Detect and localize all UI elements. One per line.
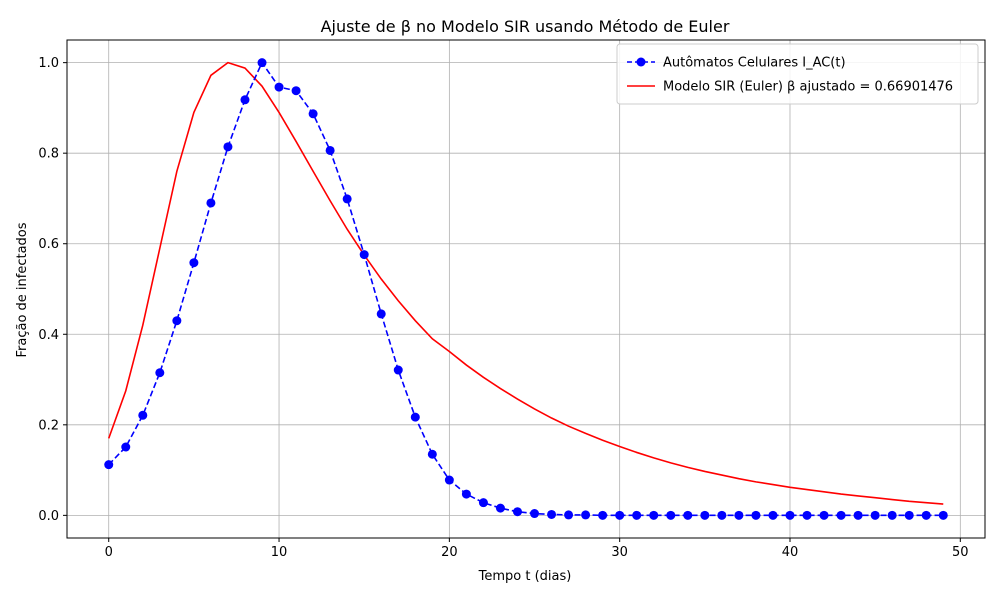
y-tick-label: 0.4 — [38, 328, 59, 343]
data-point-automatos — [564, 510, 574, 520]
data-point-automatos — [376, 309, 386, 319]
y-tick-label: 0.8 — [38, 147, 59, 162]
data-point-automatos — [257, 58, 267, 68]
data-point-automatos — [802, 510, 812, 520]
data-point-automatos — [717, 510, 727, 520]
x-tick-label: 0 — [105, 545, 113, 560]
data-point-automatos — [223, 142, 233, 152]
legend-box — [616, 43, 979, 105]
data-point-automatos — [274, 82, 284, 92]
x-tick-label: 30 — [611, 545, 628, 560]
data-point-automatos — [138, 410, 148, 420]
x-axis-label: Tempo t (dias) — [478, 569, 572, 584]
data-point-automatos — [887, 510, 897, 520]
data-point-automatos — [172, 316, 182, 326]
plot-area-frame — [66, 39, 986, 539]
data-point-automatos — [819, 510, 829, 520]
data-point-automatos — [291, 86, 301, 96]
data-point-automatos — [921, 510, 931, 520]
data-point-automatos — [495, 503, 505, 513]
legend: Autômatos Celulares I_AC(t) Modelo SIR (… — [616, 43, 979, 105]
data-point-automatos — [240, 95, 250, 105]
data-point-automatos — [581, 510, 591, 520]
data-point-automatos — [700, 510, 710, 520]
data-point-automatos — [104, 460, 114, 470]
grid-lines — [67, 40, 985, 538]
series-line-sir — [107, 61, 944, 505]
data-point-automatos — [938, 510, 948, 520]
y-axis-label: Fração de infectados — [15, 222, 30, 357]
data-point-automatos — [512, 507, 522, 517]
data-point-automatos — [342, 194, 352, 204]
y-tick-label: 0.6 — [38, 237, 59, 252]
legend-marker-automatos — [636, 57, 646, 67]
data-point-automatos — [325, 145, 335, 155]
data-point-automatos — [206, 198, 216, 208]
data-point-automatos — [189, 258, 199, 268]
data-point-automatos — [410, 412, 420, 422]
data-point-automatos — [155, 368, 165, 378]
data-point-automatos — [427, 449, 437, 459]
data-point-automatos — [734, 510, 744, 520]
series-layer — [104, 58, 948, 520]
data-point-automatos — [393, 365, 403, 375]
data-point-automatos — [768, 510, 778, 520]
x-tick-label: 40 — [782, 545, 799, 560]
data-point-automatos — [598, 510, 608, 520]
data-point-automatos — [649, 510, 659, 520]
y-tick-label: 1.0 — [38, 56, 59, 71]
y-tick-label: 0.0 — [38, 509, 59, 524]
data-point-automatos — [751, 510, 761, 520]
data-point-automatos — [853, 510, 863, 520]
data-point-automatos — [632, 510, 642, 520]
data-point-automatos — [478, 498, 488, 508]
legend-label-automatos: Autômatos Celulares I_AC(t) — [663, 56, 846, 71]
data-point-automatos — [547, 509, 557, 519]
x-axis-ticks: 0 10 20 30 40 50 — [105, 538, 969, 560]
data-point-automatos — [121, 442, 131, 452]
data-point-automatos — [870, 510, 880, 520]
x-tick-label: 10 — [271, 545, 288, 560]
chart-title: Ajuste de β no Modelo SIR usando Método … — [321, 17, 730, 36]
x-tick-label: 20 — [441, 545, 458, 560]
data-point-automatos — [785, 510, 795, 520]
data-point-automatos — [904, 510, 914, 520]
series-line-automatos — [108, 61, 944, 517]
legend-label-sir: Modelo SIR (Euler) β ajustado = 0.669014… — [663, 80, 953, 95]
data-point-automatos — [615, 510, 625, 520]
data-point-automatos — [530, 509, 540, 519]
data-point-automatos — [836, 510, 846, 520]
data-point-automatos — [444, 475, 454, 485]
data-point-automatos — [461, 489, 471, 499]
data-point-automatos — [359, 250, 369, 260]
data-point-automatos — [683, 510, 693, 520]
y-axis-ticks: 0.0 0.2 0.4 0.6 0.8 1.0 — [38, 56, 67, 524]
x-tick-label: 50 — [952, 545, 969, 560]
data-point-automatos — [308, 109, 318, 119]
y-tick-label: 0.2 — [38, 418, 59, 433]
data-point-automatos — [666, 510, 676, 520]
